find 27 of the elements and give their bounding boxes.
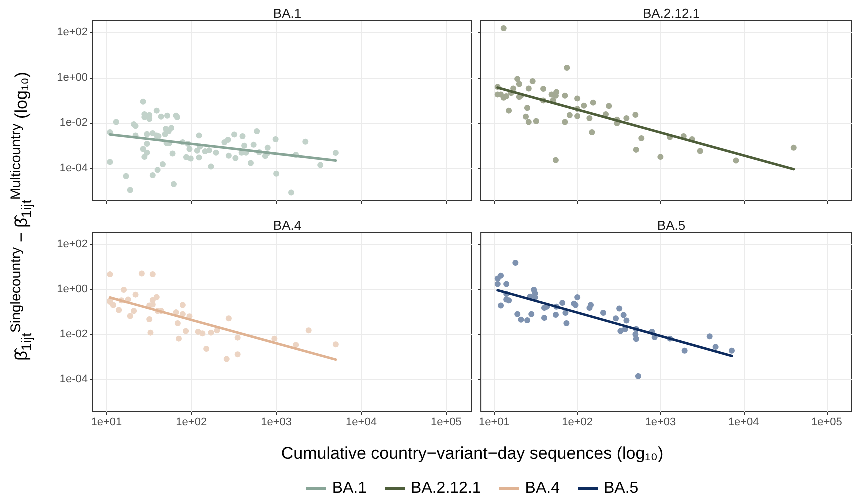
x-tick-label: 1e+03	[645, 416, 676, 428]
x-tick-label: 1e+04	[346, 416, 377, 428]
y-tick-label: 1e-04	[60, 374, 88, 386]
x-tick-label: 1e+01	[478, 416, 510, 428]
x-tick-label: 1e+01	[91, 416, 122, 428]
chart-title: BA.1	[273, 6, 302, 21]
x-tick-label: 1e+05	[812, 416, 842, 428]
chart-title: BA.5	[657, 218, 686, 233]
y-tick-label: 1e-02	[60, 328, 88, 341]
chart-title: BA.2.12.1	[642, 6, 700, 21]
x-axis-title: Cumulative country−variant−day sequences (log₁₀)	[280, 444, 665, 464]
x-tick-label: 1e+02	[562, 416, 594, 428]
legend-label: BA.4	[525, 480, 560, 498]
y-tick-label: 1e+02	[57, 26, 88, 38]
x-tick-label: 1e+02	[176, 416, 208, 428]
x-tick-label: 1e+03	[261, 416, 292, 428]
x-tick-label: 1e+05	[430, 416, 462, 428]
x-tick-label: 1e+04	[728, 416, 760, 428]
legend-label: BA.1	[332, 480, 368, 498]
chart-title: BA.4	[273, 218, 302, 233]
y-tick-label: 1e-04	[60, 162, 88, 175]
legend-label: BA.5	[604, 480, 639, 498]
y-tick-label: 1e+00	[57, 72, 88, 84]
y-tick-label: 1e-02	[60, 117, 88, 130]
legend-label: BA.2.12.1	[411, 480, 482, 498]
y-tick-label: 1e+00	[57, 284, 88, 296]
y-tick-label: 1e+02	[57, 238, 88, 250]
